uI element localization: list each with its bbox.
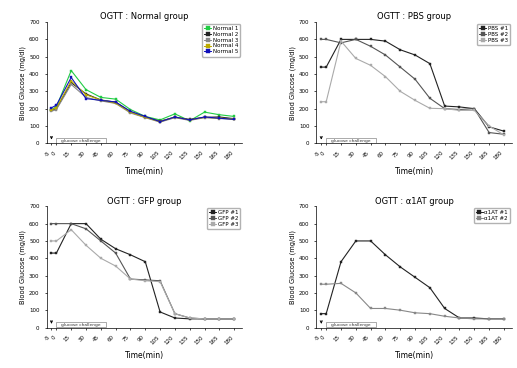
Y-axis label: Blood Glucose (mg/dl): Blood Glucose (mg/dl) <box>20 46 26 120</box>
Legend: α1AT #1, α1AT #2: α1AT #1, α1AT #2 <box>474 208 510 223</box>
Legend: Normal 1, Normal 2, Normal 3, Normal 4, Normal 5: Normal 1, Normal 2, Normal 3, Normal 4, … <box>202 24 240 57</box>
FancyBboxPatch shape <box>326 138 376 143</box>
FancyBboxPatch shape <box>326 322 376 327</box>
Legend: PBS #1, PBS #2, PBS #3: PBS #1, PBS #2, PBS #3 <box>477 24 510 45</box>
Legend: GFP #1, GFP #2, GFP #3: GFP #1, GFP #2, GFP #3 <box>207 208 240 229</box>
FancyBboxPatch shape <box>56 138 107 143</box>
Text: glucose challenge: glucose challenge <box>331 138 371 142</box>
X-axis label: Time(min): Time(min) <box>394 167 434 176</box>
Title: OGTT : α1AT group: OGTT : α1AT group <box>375 197 453 206</box>
Y-axis label: Blood Glucose (mg/dl): Blood Glucose (mg/dl) <box>20 230 26 304</box>
X-axis label: Time(min): Time(min) <box>125 351 164 360</box>
FancyBboxPatch shape <box>56 322 107 327</box>
Text: glucose challenge: glucose challenge <box>331 323 371 327</box>
Title: OGTT : Normal group: OGTT : Normal group <box>100 12 189 21</box>
Title: OGTT : PBS group: OGTT : PBS group <box>377 12 451 21</box>
X-axis label: Time(min): Time(min) <box>394 351 434 360</box>
Y-axis label: Blood Glucose (mg/dl): Blood Glucose (mg/dl) <box>290 230 296 304</box>
Y-axis label: Blood Glucose (mg/dl): Blood Glucose (mg/dl) <box>290 46 296 120</box>
Text: glucose challenge: glucose challenge <box>62 323 101 327</box>
X-axis label: Time(min): Time(min) <box>125 167 164 176</box>
Text: glucose challenge: glucose challenge <box>62 138 101 142</box>
Title: OGTT : GFP group: OGTT : GFP group <box>107 197 181 206</box>
